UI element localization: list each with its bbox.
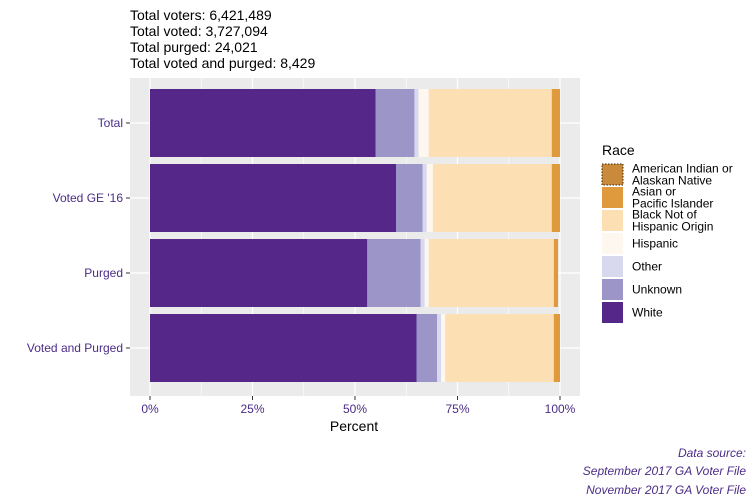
y-tick-label: Voted GE '16	[53, 191, 124, 205]
legend-label: Black Not of	[632, 208, 697, 222]
bar-segment-other	[422, 164, 427, 232]
legend-label: Pacific Islander	[632, 197, 713, 211]
bar-segment-hispanic	[424, 239, 429, 307]
caption-line-2: September 2017 GA Voter File	[583, 464, 747, 478]
bar-segment-unknown	[416, 314, 437, 382]
bar-segment-black-not-of-hispanic-origin	[428, 89, 552, 157]
x-tick-label: 0%	[141, 402, 159, 416]
summary-stats: Total voters: 6,421,489 Total voted: 3,7…	[130, 7, 315, 71]
y-tick-label: Purged	[84, 266, 123, 280]
bar-segment-hispanic	[426, 164, 433, 232]
bar-segment-unknown	[367, 239, 421, 307]
legend-title: Race	[602, 142, 635, 158]
legend-label: Hispanic	[632, 237, 678, 251]
stat-total-voted-purged: Total voted and purged: 8,429	[130, 55, 315, 71]
x-tick-label: 50%	[343, 402, 367, 416]
legend-key	[602, 256, 623, 277]
legend-key	[602, 233, 623, 254]
bar-segment-white	[150, 239, 368, 307]
stat-total-voted: Total voted: 3,727,094	[130, 23, 268, 39]
legend-key	[602, 187, 623, 208]
legend-key	[601, 163, 624, 186]
legend-label: Other	[632, 260, 662, 274]
caption-line-3: November 2017 GA Voter File	[586, 483, 746, 497]
bar-segment-hispanic	[418, 89, 429, 157]
stat-total-voters: Total voters: 6,421,489	[130, 7, 272, 23]
bar-segment-other	[414, 89, 419, 157]
bar-segment-black-not-of-hispanic-origin	[428, 239, 554, 307]
legend-label: White	[632, 306, 663, 320]
bar-segment-asian-or-pacific-islander	[553, 314, 560, 382]
caption-line-1: Data source:	[678, 446, 746, 460]
legend-label: American Indian or	[632, 162, 733, 176]
legend-key	[602, 279, 623, 300]
legend-key	[602, 302, 623, 323]
x-axis-ticks: 0% 25% 50% 75% 100%	[141, 396, 576, 416]
bar-segment-asian-or-pacific-islander	[551, 89, 560, 157]
bar-segment-unknown	[396, 164, 423, 232]
bar-segment-hispanic	[441, 314, 446, 382]
legend-label: Alaskan Native	[632, 174, 712, 188]
bar-segment-unknown	[375, 89, 415, 157]
y-tick-label: Total	[98, 116, 123, 130]
x-tick-label: 100%	[545, 402, 576, 416]
bar-segment-other	[437, 314, 442, 382]
legend-key	[602, 210, 623, 231]
legend-label: Hispanic Origin	[632, 220, 713, 234]
bar-segment-black-not-of-hispanic-origin	[432, 164, 552, 232]
bar-segment-asian-or-pacific-islander	[553, 239, 558, 307]
bar-segment-black-not-of-hispanic-origin	[445, 314, 554, 382]
x-axis-title: Percent	[330, 418, 378, 434]
data-source-caption: Data source: September 2017 GA Voter Fil…	[583, 446, 747, 497]
x-tick-label: 75%	[445, 402, 469, 416]
x-tick-label: 25%	[240, 402, 264, 416]
stat-total-purged: Total purged: 24,021	[130, 39, 258, 55]
y-axis-ticks: Total Voted GE '16 Purged Voted and Purged	[27, 116, 130, 355]
bar-segment-white	[150, 89, 376, 157]
y-tick-label: Voted and Purged	[27, 341, 123, 355]
bar-segment-asian-or-pacific-islander	[551, 164, 560, 232]
bar-segment-white	[150, 164, 396, 232]
legend-label: Asian or	[632, 185, 676, 199]
legend-label: Unknown	[632, 283, 682, 297]
bar-segment-other	[420, 239, 425, 307]
bars	[150, 89, 560, 382]
bar-segment-white	[150, 314, 417, 382]
